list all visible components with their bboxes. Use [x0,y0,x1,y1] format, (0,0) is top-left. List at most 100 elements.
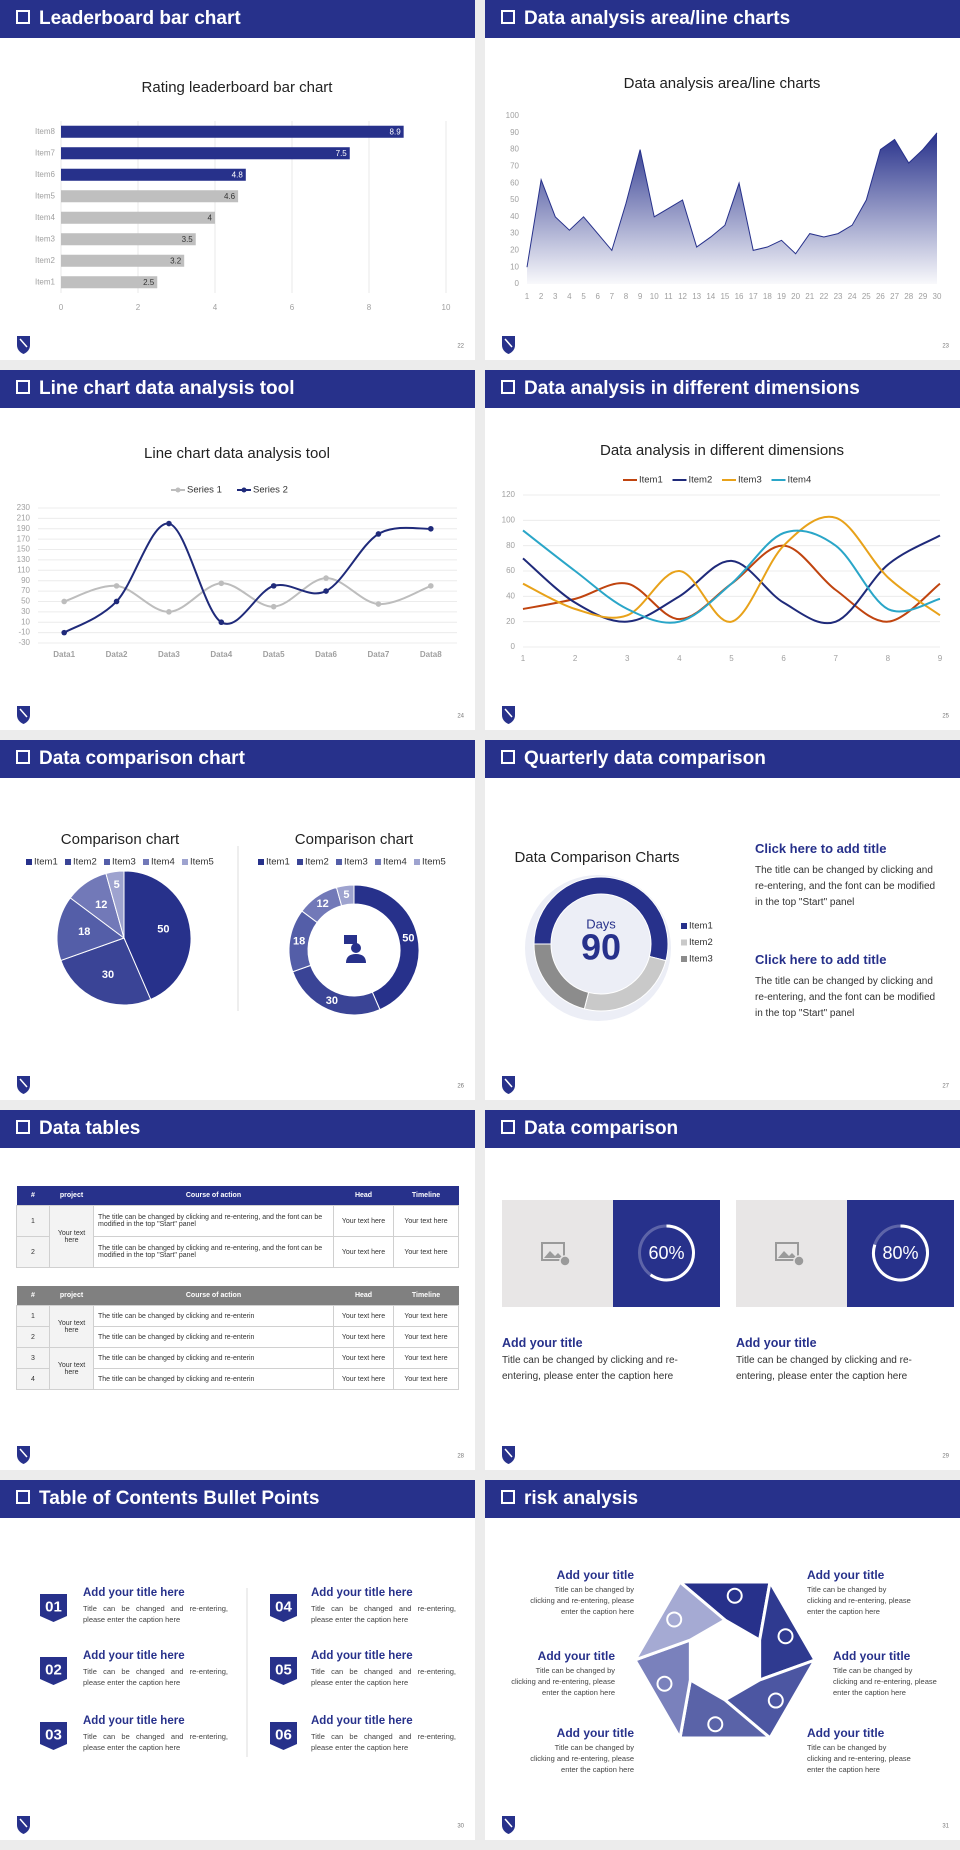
legend-label: Item2 [689,475,713,486]
page-number: 29 [942,1454,949,1460]
page-number: 24 [457,714,464,720]
head-cell: Your text here [333,1368,394,1390]
header-row: # project Course of action Head Timeline [16,1286,459,1306]
slide-header: Quarterly data comparison [485,740,960,778]
logo [17,706,30,724]
checkbox-icon [16,750,30,764]
bar [61,211,215,224]
x-tick-label: 4 [567,292,572,301]
action-cell: The title can be changed by clicking and… [93,1236,334,1268]
area-fill [527,132,937,284]
checkbox-icon [501,10,515,24]
timeline-cell: Your text here [393,1326,459,1348]
checkbox-icon [16,10,30,24]
x-tick-label: Data3 [158,650,180,659]
bar [61,190,239,203]
slide-header: Leaderboard bar chart [0,0,475,38]
center-label: Days [586,916,616,931]
legend-swatch [681,956,687,962]
icon-screen [344,935,357,944]
legend-label: Series 1 [187,485,222,496]
project-cell: Your text here [49,1305,94,1348]
logo [502,336,515,354]
slide: risk analysis 31 Add your title Title can b… [485,1480,960,1840]
table-row: 1 Your text here The title can be changed … [16,1205,459,1268]
value-label: 80% [882,1243,918,1263]
bar [61,125,404,138]
risk-text: Title can be changed by clicking and re-… [530,1585,634,1616]
x-tick-label: 30 [933,292,942,301]
x-tick-label: 7 [834,654,839,663]
y-tick-label: 80 [506,541,515,550]
y-tick-label: Item4 [35,213,56,222]
y-tick-label: Item3 [35,234,56,243]
chart-title: Data analysis in different dimensions [600,442,844,459]
slide-canvas: 29 60% 80% [502,1200,954,1464]
x-tick-label: 3 [553,292,558,301]
legend-label: Item2 [689,937,713,948]
legend-label: Item1 [266,857,290,868]
logo-mark [504,1078,513,1088]
header-cell: # [31,1192,35,1199]
point [61,629,67,636]
ring-arc [872,1224,929,1282]
data-table: # project Course of action Head Timeline 1 You… [16,1286,459,1390]
bar [61,254,185,267]
chart-title: Line chart data analysis tool [144,445,330,462]
action-cell: The title can be changed by clicking and… [93,1305,334,1327]
legend-label: Item2 [73,857,97,868]
point [166,609,172,615]
slice [56,897,126,962]
item-text: Title can be changed and re-entering, pl… [83,1667,228,1687]
slide: Line chart data analysis tool 24 Line char… [0,370,475,730]
header-cell: project [59,1192,84,1199]
page-number: 22 [457,344,464,350]
y-tick-label: 50 [21,597,30,606]
project-cell: Your text here [49,1205,94,1268]
legend-swatch [104,859,110,865]
slide-header: Data analysis in different dimensions [485,370,960,408]
data-table: # project Course of action Head Timeline 1 You… [16,1186,459,1268]
table-row: 1 Your text here The title can be changed … [16,1305,459,1348]
legend-label: Item4 [383,857,407,868]
y-tick-label: Item8 [35,127,56,136]
legend-label: Item1 [34,857,58,868]
chart-title: Data analysis area/line charts [624,75,821,92]
bar [61,233,196,246]
y-tick-label: 150 [17,545,31,554]
x-tick-label: 6 [290,303,295,312]
x-tick-label: 15 [720,292,729,301]
slice [123,870,192,1001]
y-tick-label: Item2 [35,256,56,265]
value-label: 4.6 [224,192,236,201]
data-label: 50 [402,933,414,945]
segment-icon [726,1587,743,1604]
panel-title: Click here to add title [755,841,887,856]
chart-title: Data Comparison Charts [514,849,679,866]
value-label: 60% [648,1243,684,1263]
slide-title: Data comparison chart [39,748,245,769]
checkbox-icon [501,380,515,394]
y-tick-label: -30 [18,638,30,647]
data-label: 30 [102,969,114,981]
data-label: 30 [326,995,338,1007]
legend-label: Item4 [151,857,175,868]
slide-canvas: 24 Line chart data analysis tool -30-10 103… [17,445,465,724]
action-cell: The title can be changed by clicking and… [93,1347,334,1369]
logo [502,1446,515,1464]
slice [60,937,152,1006]
slide-header: Data comparison chart [0,740,475,778]
y-tick-label: 170 [17,534,31,543]
slide-header: Data analysis area/line charts [485,0,960,38]
logo [502,1816,515,1834]
header-cell: project [59,1292,84,1299]
page-number: 30 [457,1824,464,1830]
timeline-cell: Your text here [393,1236,459,1268]
slide-title: Table of Contents Bullet Points [39,1488,320,1509]
x-tick-label: 10 [442,303,451,312]
risk-title: Add your title [537,1649,615,1663]
logo-mark [19,1448,28,1458]
row-number: 2 [16,1326,50,1348]
point [428,583,434,589]
slide-canvas: 26 Comparison chart 50 30 18 12 5 Item1 Item2 Ite… [17,831,465,1094]
